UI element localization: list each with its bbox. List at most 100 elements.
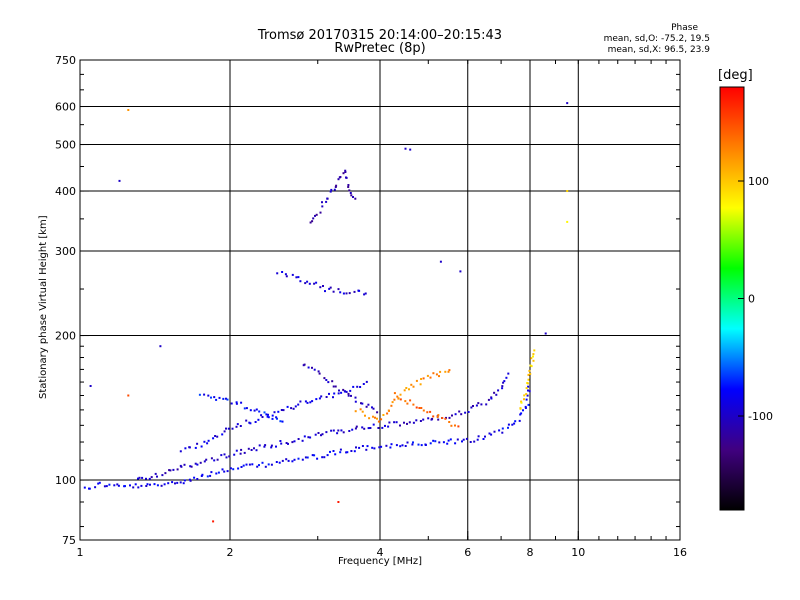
data-point: [365, 380, 368, 383]
data-point: [381, 426, 384, 429]
x-tick-label: 1: [77, 546, 84, 559]
data-point: [205, 458, 208, 461]
data-point: [275, 445, 277, 448]
data-point: [337, 392, 340, 395]
data-point: [255, 408, 258, 411]
data-point: [323, 377, 326, 380]
data-point: [530, 365, 533, 368]
data-point: [174, 482, 176, 485]
data-point: [141, 476, 144, 479]
data-point: [426, 374, 429, 377]
data-point: [235, 449, 238, 452]
data-point: [528, 369, 531, 372]
data-point: [316, 457, 319, 460]
data-point: [306, 456, 309, 459]
data-point: [533, 349, 536, 352]
data-point: [339, 176, 342, 178]
data-point: [206, 442, 209, 445]
data-point: [267, 413, 269, 416]
data-point: [149, 483, 151, 486]
phase-header: Phase: [671, 23, 698, 33]
data-point: [390, 443, 393, 446]
data-point: [263, 445, 266, 448]
data-point: [240, 401, 243, 404]
data-point: [399, 398, 402, 401]
data-point: [226, 398, 229, 401]
data-point: [345, 176, 348, 179]
data-point: [358, 446, 361, 449]
x-tick-label: 16: [673, 546, 687, 559]
data-point: [429, 376, 432, 379]
data-point: [88, 487, 91, 490]
data-point: [265, 413, 268, 416]
data-point: [290, 407, 293, 410]
data-point: [332, 396, 334, 399]
data-point: [415, 379, 418, 382]
data-point: [340, 429, 343, 432]
data-point: [329, 450, 331, 453]
data-point: [438, 441, 441, 444]
data-point: [344, 169, 347, 172]
data-point: [337, 429, 340, 432]
phase-stat-x: mean, sd,X: 96.5, 23.9: [607, 45, 710, 55]
colorbar-tick-label: 0: [748, 293, 755, 306]
phase-stat-o: mean, sd,O: -75.2, 19.5: [603, 34, 710, 44]
data-point: [493, 430, 496, 433]
data-point: [362, 383, 365, 385]
data-point: [493, 391, 496, 394]
data-point: [337, 288, 340, 291]
data-point: [420, 407, 423, 409]
data-point: [399, 424, 401, 427]
data-point: [145, 477, 147, 480]
data-point: [339, 451, 342, 454]
data-point: [243, 451, 246, 454]
data-point: [275, 416, 278, 419]
data-point: [354, 410, 357, 413]
data-point: [171, 481, 174, 484]
data-point: [409, 148, 412, 151]
data-point: [411, 443, 414, 446]
data-point: [354, 400, 357, 403]
data-point: [476, 438, 479, 441]
data-point: [297, 457, 300, 460]
data-point: [228, 455, 231, 458]
data-point: [361, 410, 364, 413]
data-point: [313, 454, 316, 457]
data-point: [97, 482, 100, 485]
data-point: [200, 445, 203, 448]
colorbar-tick-label: 100: [748, 175, 769, 188]
data-point: [297, 276, 300, 279]
data-point: [222, 397, 225, 400]
data-point: [294, 405, 297, 408]
data-point: [183, 479, 186, 482]
x-tick-label: 8: [527, 546, 534, 559]
data-point: [292, 407, 295, 410]
data-point: [199, 461, 202, 464]
data-point: [312, 217, 315, 220]
data-point: [321, 433, 324, 436]
data-point: [161, 474, 164, 477]
data-point: [214, 435, 217, 437]
data-point: [507, 372, 510, 375]
colorbar-label: [deg]: [718, 68, 753, 83]
data-point: [276, 272, 279, 275]
data-point: [384, 424, 386, 427]
data-point: [225, 427, 227, 430]
data-point: [367, 427, 370, 430]
data-point: [335, 184, 338, 187]
data-point: [410, 383, 413, 386]
data-point: [235, 402, 238, 405]
data-point: [454, 413, 457, 416]
data-point: [447, 439, 450, 442]
data-point: [156, 484, 159, 487]
data-point: [490, 433, 493, 436]
data-point: [118, 179, 121, 182]
data-point: [395, 444, 398, 447]
data-point: [477, 435, 480, 438]
data-point: [176, 481, 179, 484]
data-point: [179, 481, 182, 484]
data-point: [194, 446, 197, 449]
x-tick-label: 10: [571, 546, 585, 559]
data-point: [484, 435, 486, 438]
